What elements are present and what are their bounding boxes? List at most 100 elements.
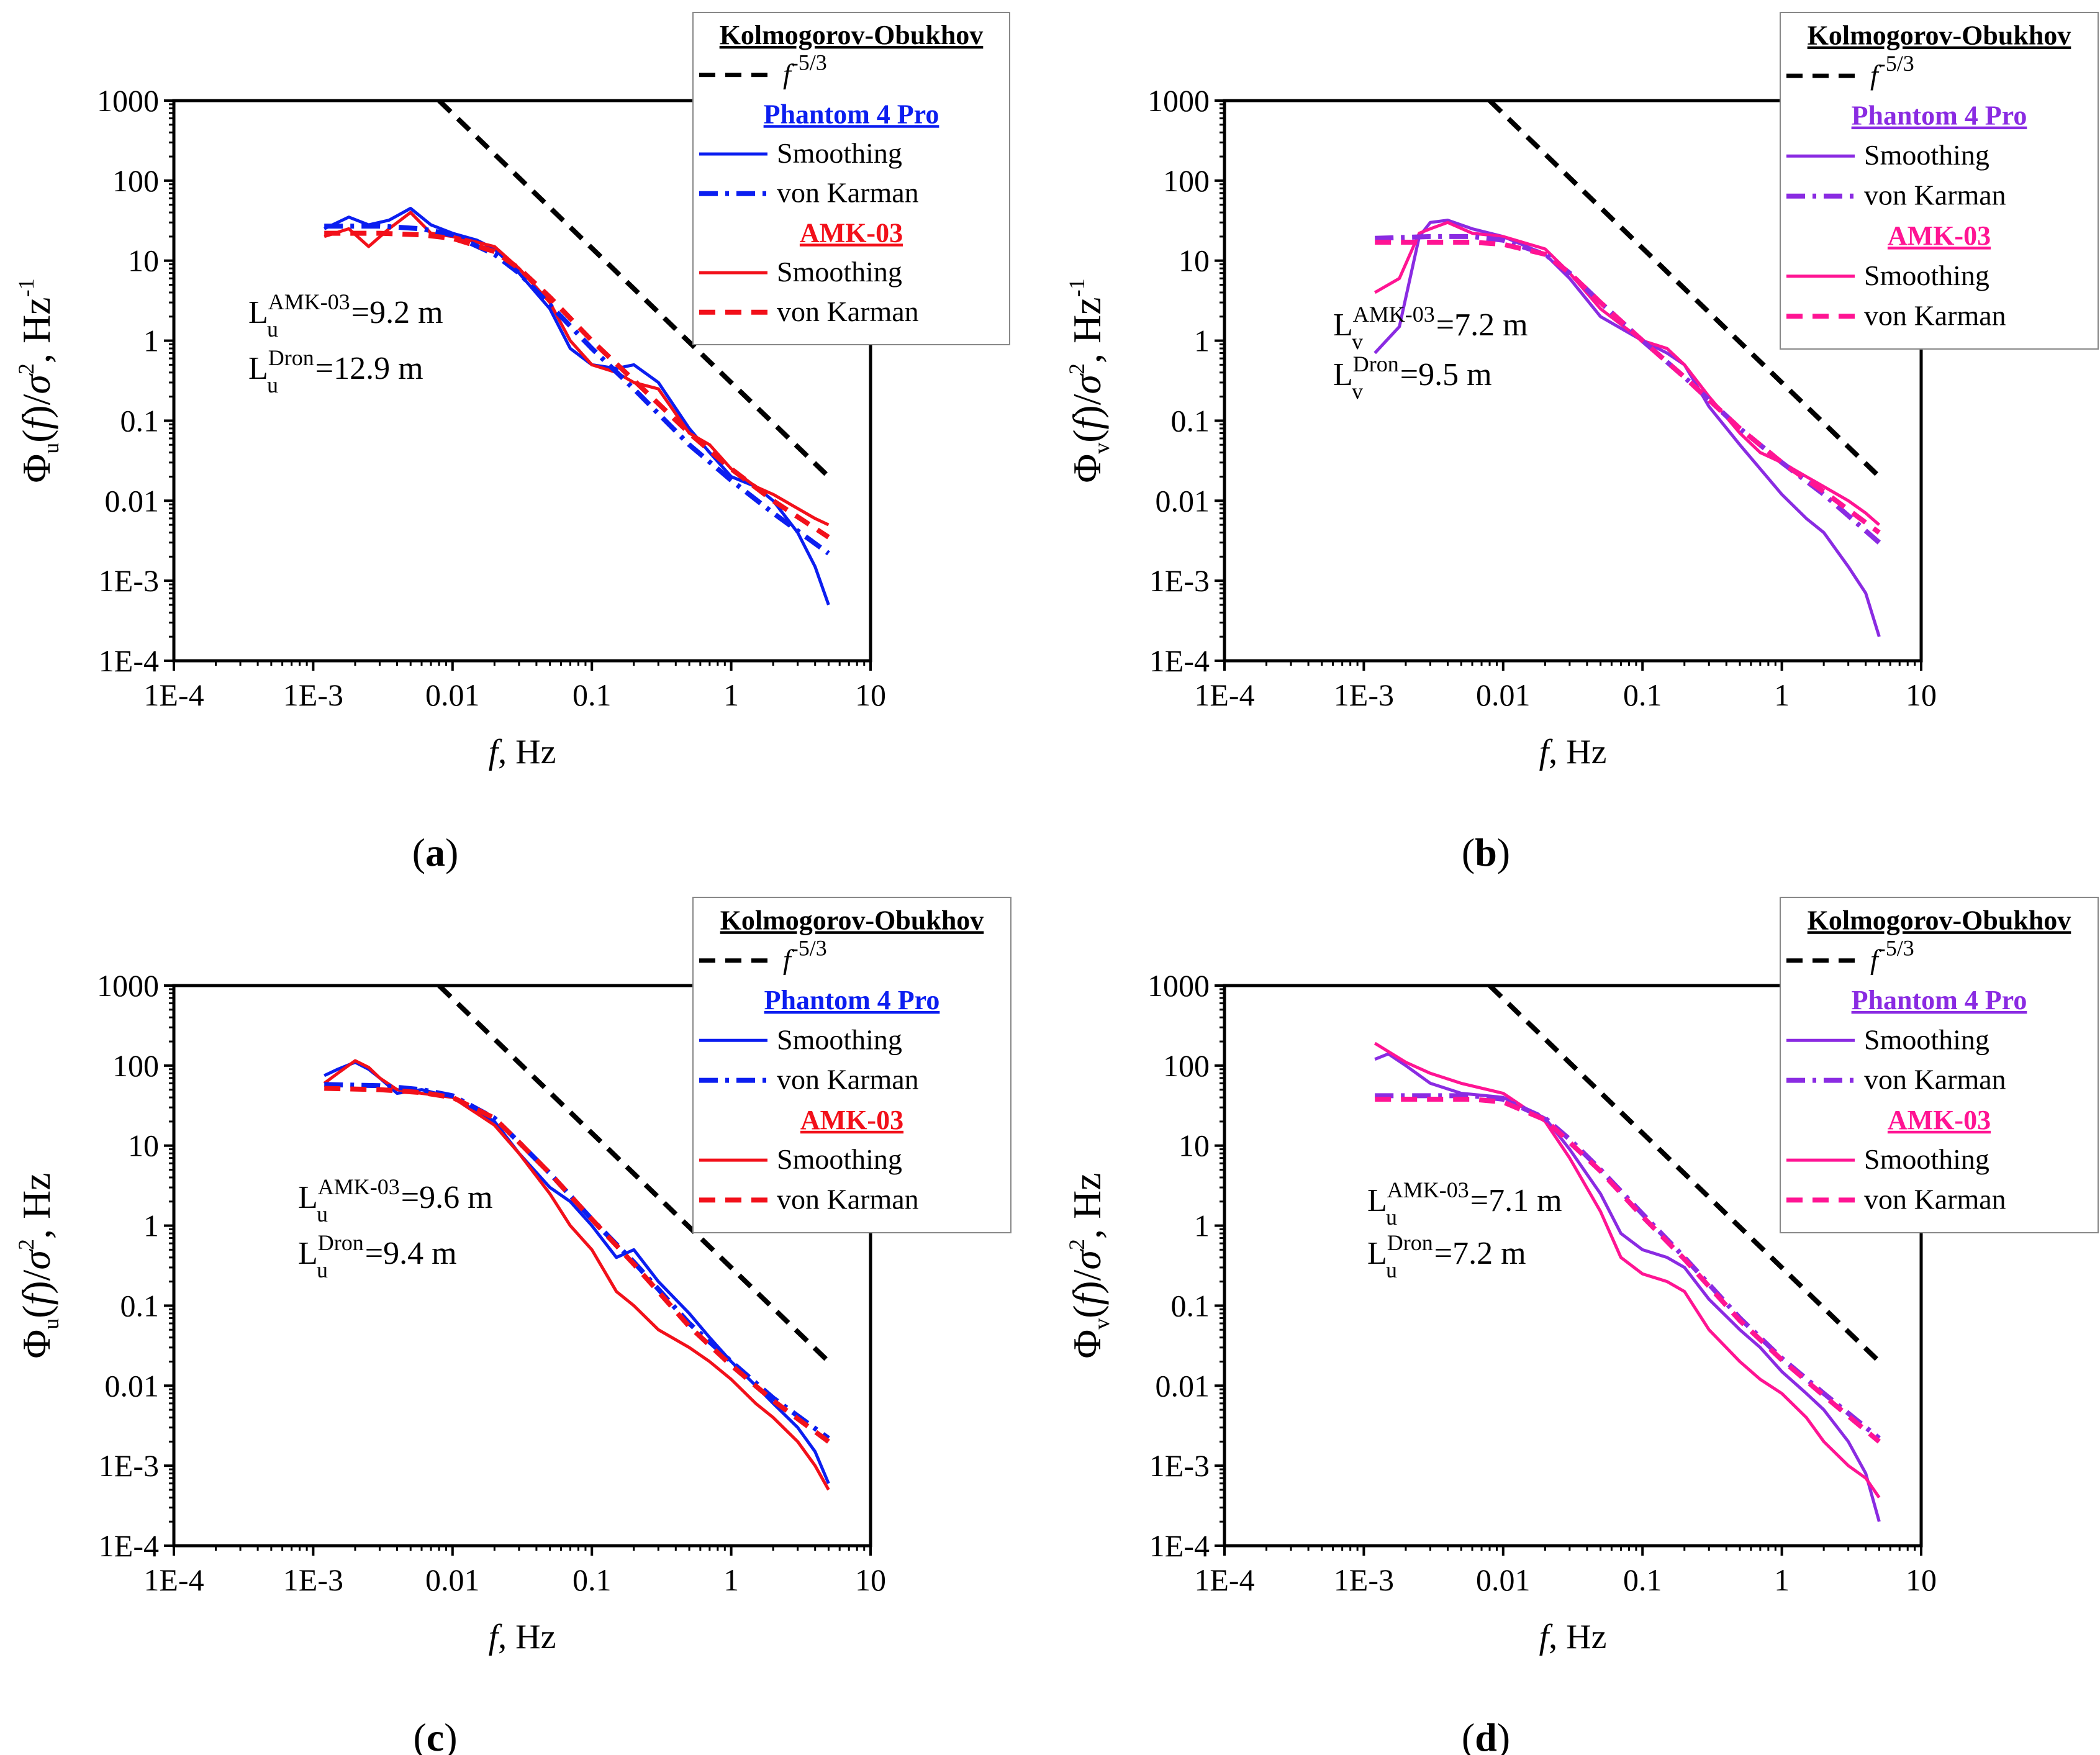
length-scale-annotation: LAMK-03 u =7.1 m xyxy=(1367,1177,1562,1230)
y-tick-label: 1 xyxy=(143,324,159,358)
panel-label: (d) xyxy=(1462,1715,1510,1755)
series-kolmogorov-obukhov-f-5-3 xyxy=(437,986,831,1364)
series-amk-03-von-karman xyxy=(1375,1097,1881,1444)
y-tick-label: 1000 xyxy=(97,83,159,118)
x-tick-label: 1 xyxy=(1774,678,1790,712)
length-scale-annotation: LDron u =9.4 m xyxy=(298,1230,457,1282)
legend-amk-smoothing-label: Smoothing xyxy=(777,256,902,288)
y-tick-label: 1E-3 xyxy=(99,1448,159,1483)
y-tick-label: 100 xyxy=(112,1048,159,1083)
legend-heading-phantom: Phantom 4 Pro xyxy=(764,985,940,1015)
panel-label: (a) xyxy=(412,830,459,874)
series-phantom-4-pro-smoothing xyxy=(1374,219,1881,637)
legend-phantom-smoothing-label: Smoothing xyxy=(1864,1023,1989,1055)
y-tick-label: 1000 xyxy=(1147,83,1210,118)
series-amk-03-smoothing xyxy=(323,1059,830,1491)
legend-heading-amk: AMK-03 xyxy=(800,217,903,248)
y-tick-label: 0.01 xyxy=(105,1368,160,1403)
legend-heading-phantom: Phantom 4 Pro xyxy=(1852,985,2027,1015)
legend-heading-kolmogorov: Kolmogorov-Obukhov xyxy=(1808,20,2071,51)
x-tick-label: 1E-4 xyxy=(143,678,204,712)
y-tick-label: 0.1 xyxy=(1171,403,1210,438)
panel-c: 1E-4 1E-3 0.01 0.1 1 10 1000 100 10 1 0.1 0.01 1E-3 1… xyxy=(14,897,1012,1755)
legend-amk-von-karman-label: von Karman xyxy=(1864,1183,2006,1215)
legend-phantom-von-karman-label: von Karman xyxy=(777,177,919,209)
legend-phantom-von-karman-label: von Karman xyxy=(1864,1064,2006,1095)
legend-heading-phantom: Phantom 4 Pro xyxy=(764,99,939,129)
y-tick-label: 1E-3 xyxy=(1149,1448,1210,1483)
y-tick-label: 100 xyxy=(1163,1048,1210,1083)
panel-a: 1E-4 1E-3 0.01 0.1 1 10 1000 100 10 1 0.1 0.01 1E-3 1… xyxy=(14,12,1010,874)
x-tick-label: 0.01 xyxy=(425,678,480,712)
x-tick-label: 10 xyxy=(1906,678,1937,712)
y-tick-label: 0.1 xyxy=(120,1288,160,1323)
x-tick-label: 1E-3 xyxy=(1334,1562,1394,1597)
series-kolmogorov-obukhov-f-5-3 xyxy=(1488,101,1881,479)
y-axis-label: Φu(f)/σ2, Hz-1 xyxy=(14,278,63,483)
legend-amk-von-karman-label: von Karman xyxy=(1864,299,2006,331)
x-tick-label: 1E-3 xyxy=(283,678,343,712)
y-tick-label: 100 xyxy=(1163,163,1210,198)
plot-frame xyxy=(1223,984,1923,1548)
x-axis-label: f, Hz xyxy=(489,1618,556,1656)
y-tick-label: 10 xyxy=(128,1128,159,1163)
panel-d: 1E-4 1E-3 0.01 0.1 1 10 1000 100 10 1 0.1 0.01 1E-3 1… xyxy=(1064,897,2099,1755)
plot-frame xyxy=(172,984,872,1548)
y-tick-label: 1E-4 xyxy=(1149,643,1210,678)
y-tick-label: 1E-3 xyxy=(99,563,159,598)
series-kolmogorov-obukhov-f-5-3 xyxy=(1488,986,1881,1364)
legend-amk-smoothing-label: Smoothing xyxy=(1864,1143,1989,1175)
x-tick-label: 0.01 xyxy=(1476,1562,1531,1597)
x-tick-label: 1E-4 xyxy=(143,1562,204,1597)
x-axis-label: f, Hz xyxy=(489,733,556,771)
x-tick-label: 1E-4 xyxy=(1194,678,1254,712)
legend-phantom-smoothing-label: Smoothing xyxy=(1864,139,1989,171)
legend-amk-smoothing-label: Smoothing xyxy=(777,1143,902,1175)
legend-amk-von-karman-label: von Karman xyxy=(777,296,919,327)
x-tick-label: 10 xyxy=(855,1562,886,1597)
x-tick-label: 1E-4 xyxy=(1194,1562,1254,1597)
legend-heading-kolmogorov: Kolmogorov-Obukhov xyxy=(720,20,984,50)
series-amk-03-smoothing xyxy=(1374,1041,1881,1499)
y-tick-label: 1000 xyxy=(97,968,159,1003)
y-tick-label: 0.1 xyxy=(1171,1288,1210,1323)
y-axis-label: Φv(f)/σ2, Hz-1 xyxy=(1064,278,1114,483)
legend-heading-phantom: Phantom 4 Pro xyxy=(1852,101,2027,131)
y-tick-label: 0.01 xyxy=(105,483,160,518)
y-tick-label: 1E-4 xyxy=(99,643,159,678)
y-tick-label: 1 xyxy=(1194,324,1210,358)
x-tick-label: 0.1 xyxy=(1623,678,1662,712)
length-scale-annotation: LDron v =9.5 m xyxy=(1333,351,1492,404)
y-tick-label: 1 xyxy=(1194,1209,1210,1243)
x-tick-label: 1 xyxy=(723,1562,739,1597)
legend-amk-von-karman-label: von Karman xyxy=(777,1183,919,1215)
series-phantom-4-pro-smoothing xyxy=(1374,1052,1881,1522)
y-tick-label: 1E-4 xyxy=(1149,1528,1210,1563)
panel-label: (b) xyxy=(1462,830,1510,874)
y-tick-label: 1000 xyxy=(1147,968,1210,1003)
legend-phantom-von-karman-label: von Karman xyxy=(1864,179,2006,211)
series-kolmogorov-obukhov-f-5-3 xyxy=(437,101,831,479)
x-tick-label: 1 xyxy=(723,678,739,712)
x-axis-label: f, Hz xyxy=(1539,1618,1607,1656)
y-tick-label: 1 xyxy=(143,1209,159,1243)
legend-heading-amk: AMK-03 xyxy=(1888,220,1991,251)
x-tick-label: 10 xyxy=(855,678,886,712)
y-tick-label: 0.01 xyxy=(1156,1368,1210,1403)
series-amk-03-smoothing xyxy=(1374,220,1881,526)
length-scale-annotation: LAMK-03 u =9.6 m xyxy=(298,1174,493,1227)
length-scale-annotation: LAMK-03 u =9.2 m xyxy=(248,289,443,342)
panel-b: 1E-4 1E-3 0.01 0.1 1 10 1000 100 10 1 0.1 0.01 1E-3 1… xyxy=(1064,12,2099,874)
x-axis-label: f, Hz xyxy=(1539,733,1607,771)
series-amk-03-von-karman xyxy=(1375,240,1881,535)
legend-heading-kolmogorov: Kolmogorov-Obukhov xyxy=(1808,905,2071,935)
legend-phantom-von-karman-label: von Karman xyxy=(777,1064,919,1095)
plot-frame xyxy=(1223,99,1923,663)
y-tick-label: 10 xyxy=(1179,1128,1210,1163)
y-tick-label: 0.1 xyxy=(120,403,160,438)
